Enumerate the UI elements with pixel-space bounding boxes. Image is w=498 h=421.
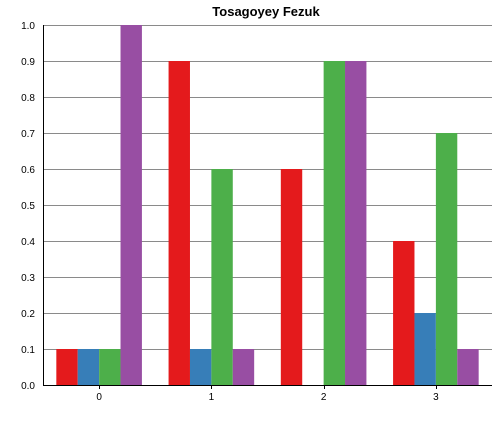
bar: [189, 349, 212, 385]
bar: [99, 349, 121, 385]
y-tick-label: 0.5: [21, 201, 35, 212]
y-tick-label: 0.1: [21, 345, 35, 356]
chart-title: Tosagoyey Fezuk: [212, 4, 320, 19]
bar: [120, 25, 142, 385]
bar: [280, 169, 303, 385]
x-tick-label: 1: [209, 392, 215, 403]
bar: [414, 313, 436, 385]
y-tick-label: 0.6: [21, 165, 35, 176]
y-tick-label: 0.0: [21, 381, 35, 392]
x-tick-label: 2: [321, 392, 327, 403]
y-tick-label: 0.8: [21, 93, 35, 104]
bar: [211, 169, 233, 385]
bar: [435, 133, 458, 385]
bar: [77, 349, 100, 385]
y-tick-label: 1.0: [21, 21, 35, 32]
bar: [56, 349, 78, 385]
bar: [457, 349, 479, 385]
bar: [323, 61, 346, 385]
y-tick-label: 0.2: [21, 309, 35, 320]
bar: [393, 241, 415, 385]
x-axis-ticks: 0 1 2 3: [96, 385, 439, 403]
x-tick-label: 3: [433, 392, 439, 403]
y-tick-label: 0.4: [21, 237, 35, 248]
y-tick-label: 0.7: [21, 129, 35, 140]
y-tick-label: 0.9: [21, 57, 35, 68]
bar: [232, 349, 255, 385]
x-tick-label: 0: [96, 392, 102, 403]
y-tick-label: 0.3: [21, 273, 35, 284]
y-axis-ticks: 0.0 0.1 0.2 0.3 0.4 0.5 0.6 0.7 0.8 0.9 1.0: [21, 21, 35, 392]
bar: [168, 61, 190, 385]
bars: [56, 25, 479, 385]
bar: [345, 61, 367, 385]
axes: [43, 25, 492, 386]
